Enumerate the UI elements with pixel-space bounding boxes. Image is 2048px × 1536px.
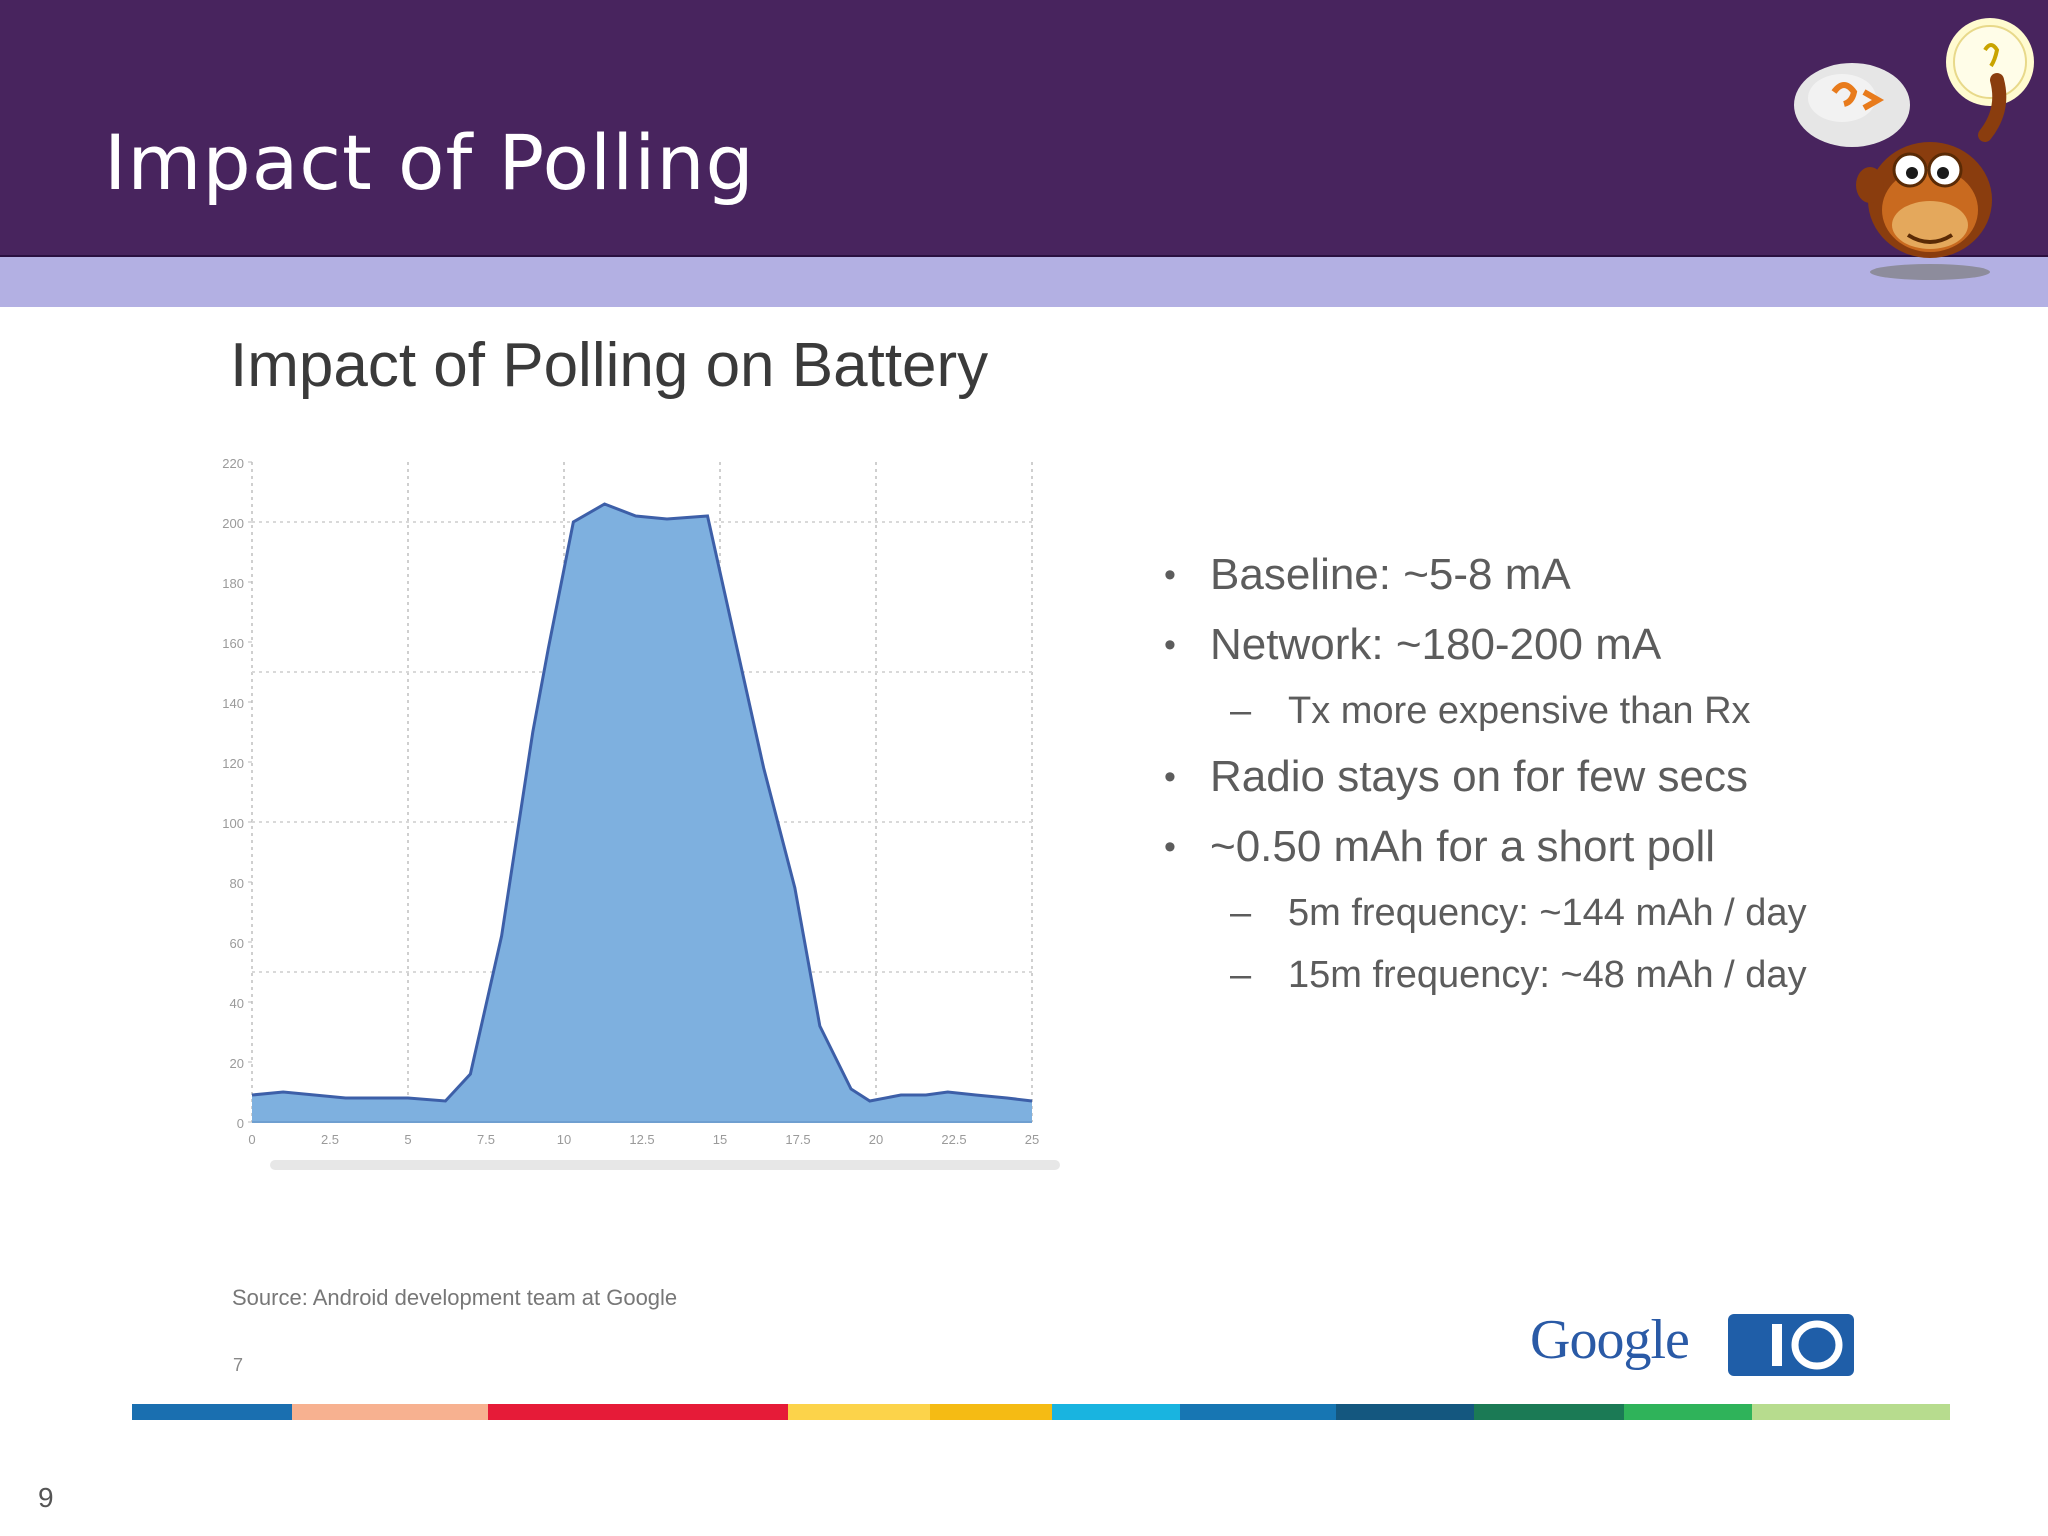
y-tick-label: 20 — [230, 1056, 244, 1071]
y-tick-label: 80 — [230, 876, 244, 891]
color-strip-segment — [132, 1404, 292, 1420]
bullet-mark: • — [1164, 626, 1176, 664]
x-tick-label: 20 — [869, 1132, 883, 1147]
x-tick-label: 12.5 — [629, 1132, 654, 1147]
page-number: 9 — [38, 1482, 54, 1513]
y-tick-label: 200 — [222, 516, 244, 531]
x-tick-label: 0 — [248, 1132, 255, 1147]
y-tick-labels: 0 20 40 60 80 100 120 140 160 180 200 220 — [222, 456, 252, 1131]
bullet-mark: – — [1230, 690, 1252, 732]
battery-current-area — [252, 504, 1032, 1122]
source-note: Source: Android development team at Goog… — [232, 1285, 678, 1310]
battery-current-line — [251, 502, 1033, 1103]
bullet-mark: – — [1230, 954, 1252, 996]
bullet-text: ~0.50 mAh for a short poll — [1210, 822, 1716, 871]
color-strip-segment — [1474, 1404, 1624, 1420]
bullet-text: Network: ~180-200 mA — [1210, 620, 1662, 669]
monkey-lightbulb-mascot-icon — [1794, 18, 2034, 280]
chart-shadow — [270, 1160, 1060, 1170]
y-tick-label: 220 — [222, 456, 244, 471]
bullet-text: Radio stays on for few secs — [1210, 752, 1749, 801]
google-io-logo — [1728, 1314, 1854, 1376]
x-tick-label: 5 — [404, 1132, 411, 1147]
y-tick-label: 140 — [222, 696, 244, 711]
x-tick-label: 22.5 — [941, 1132, 966, 1147]
color-strip-segment — [1052, 1404, 1180, 1420]
y-tick-label: 120 — [222, 756, 244, 771]
google-color-strip — [132, 1404, 1950, 1420]
bullet-item: • Baseline: ~5-8 mA — [1160, 540, 1940, 610]
bullet-text: Baseline: ~5-8 mA — [1210, 550, 1571, 599]
x-tick-label: 15 — [713, 1132, 727, 1147]
sub-bullet-item: –5m frequency: ~144 mAh / day — [1160, 882, 1940, 944]
color-strip-segment — [1624, 1404, 1752, 1420]
color-strip-segment — [930, 1404, 1052, 1420]
bullet-item: • Radio stays on for few secs — [1160, 742, 1940, 812]
bullet-text: 15m frequency: ~48 mAh / day — [1288, 954, 1807, 996]
google-logo: Google — [1530, 1309, 1690, 1371]
color-strip-segment — [788, 1404, 930, 1420]
sub-bullet-item: – Tx more expensive than Rx — [1160, 680, 1940, 742]
slide-header — [0, 0, 2048, 257]
color-strip-segment — [1336, 1404, 1474, 1420]
x-tick-labels: 0 2.5 5 7.5 10 12.5 15 17.5 20 22.5 25 — [248, 1132, 1039, 1147]
bullet-item: • Network: ~180-200 mA — [1160, 610, 1940, 680]
bullet-text: Tx more expensive than Rx — [1288, 690, 1751, 732]
bullet-list: • Baseline: ~5-8 mA • Network: ~180-200 mA –… — [1160, 540, 1940, 1006]
bullet-mark: • — [1164, 556, 1176, 594]
color-strip-segment — [1752, 1404, 1950, 1420]
header-band — [0, 257, 2048, 307]
y-tick-label: 40 — [230, 996, 244, 1011]
y-tick-label: 100 — [222, 816, 244, 831]
bullet-mark: • — [1164, 758, 1176, 796]
x-tick-label: 7.5 — [477, 1132, 495, 1147]
color-strip-segment — [632, 1404, 788, 1420]
bullet-mark: • — [1164, 828, 1176, 866]
sub-bullet-item: –15m frequency: ~48 mAh / day — [1160, 944, 1940, 1006]
original-page-number: 7 — [233, 1355, 244, 1375]
bullet-mark: – — [1230, 892, 1252, 934]
x-tick-label: 10 — [557, 1132, 571, 1147]
bullet-text: 5m frequency: ~144 mAh / day — [1288, 892, 1807, 934]
y-tick-label: 180 — [222, 576, 244, 591]
color-strip-segment — [488, 1404, 632, 1420]
x-tick-label: 17.5 — [785, 1132, 810, 1147]
color-strip-segment — [1180, 1404, 1336, 1420]
color-strip-segment — [292, 1404, 488, 1420]
x-tick-label: 2.5 — [321, 1132, 339, 1147]
polling-battery-chart: 0 20 40 60 80 100 120 140 160 180 200 220 0 2.5 5 7.5 1… — [222, 456, 1060, 1170]
deck-title: Impact of Polling — [104, 118, 755, 207]
y-tick-label: 60 — [230, 936, 244, 951]
chart-area-layer — [251, 502, 1033, 1123]
y-tick-label: 0 — [237, 1116, 244, 1131]
slide-title: Impact of Polling on Battery — [230, 331, 989, 400]
bullet-item: • ~0.50 mAh for a short poll — [1160, 812, 1940, 882]
y-tick-label: 160 — [222, 636, 244, 651]
x-tick-label: 25 — [1025, 1132, 1039, 1147]
